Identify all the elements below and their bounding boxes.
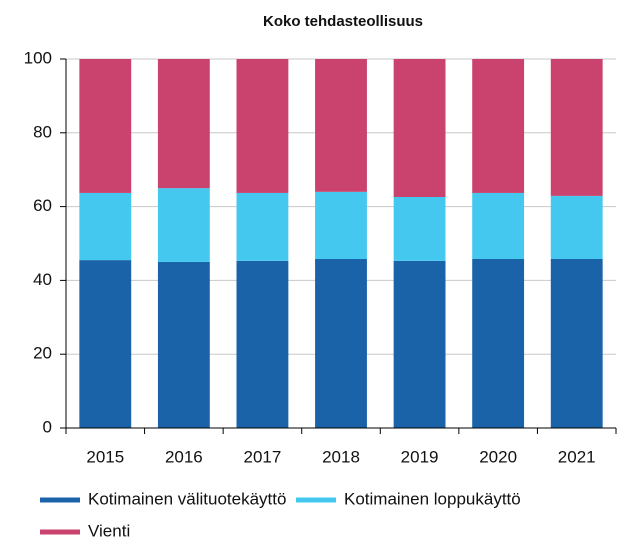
x-tick-label: 2017 <box>244 447 282 466</box>
bar-segment <box>315 59 367 192</box>
bar-segment <box>236 192 289 261</box>
y-tick-label: 40 <box>33 270 52 289</box>
bar-segment <box>79 260 132 428</box>
bar-segment <box>550 195 603 259</box>
bar-segment <box>157 261 210 428</box>
y-tick-label: 100 <box>24 48 52 67</box>
bar-segment <box>157 59 210 189</box>
bar-segment <box>472 258 525 428</box>
x-tick-label: 2019 <box>401 447 439 466</box>
bar-segment <box>236 260 289 428</box>
bar-segment <box>393 260 446 428</box>
x-tick-label: 2016 <box>165 447 203 466</box>
legend-label: Vienti <box>88 521 130 540</box>
y-tick-label: 60 <box>33 196 52 215</box>
bar-segment <box>393 197 446 261</box>
bar-segment <box>472 192 525 259</box>
y-tick-label: 20 <box>33 344 52 363</box>
bar-segment <box>550 258 603 428</box>
legend-label: Kotimainen loppukäyttö <box>344 489 521 508</box>
bar-segment <box>79 59 132 193</box>
bar-segment <box>79 192 132 261</box>
bar-segment <box>393 59 446 198</box>
legend-label: Kotimainen välituotekäyttö <box>88 489 286 508</box>
bar-segment <box>315 258 367 428</box>
x-tick-label: 2018 <box>322 447 360 466</box>
bar-segment <box>157 188 210 262</box>
x-tick-label: 2021 <box>558 447 596 466</box>
bar-segment <box>472 59 525 193</box>
x-tick-label: 2020 <box>479 447 517 466</box>
y-tick-label: 80 <box>33 122 52 141</box>
y-tick-label: 0 <box>43 417 52 436</box>
x-tick-label: 2015 <box>86 447 124 466</box>
bar-segment <box>315 191 367 259</box>
bar-segment <box>550 59 603 196</box>
bar-segment <box>236 59 289 193</box>
chart-title: Koko tehdasteollisuus <box>263 13 423 30</box>
